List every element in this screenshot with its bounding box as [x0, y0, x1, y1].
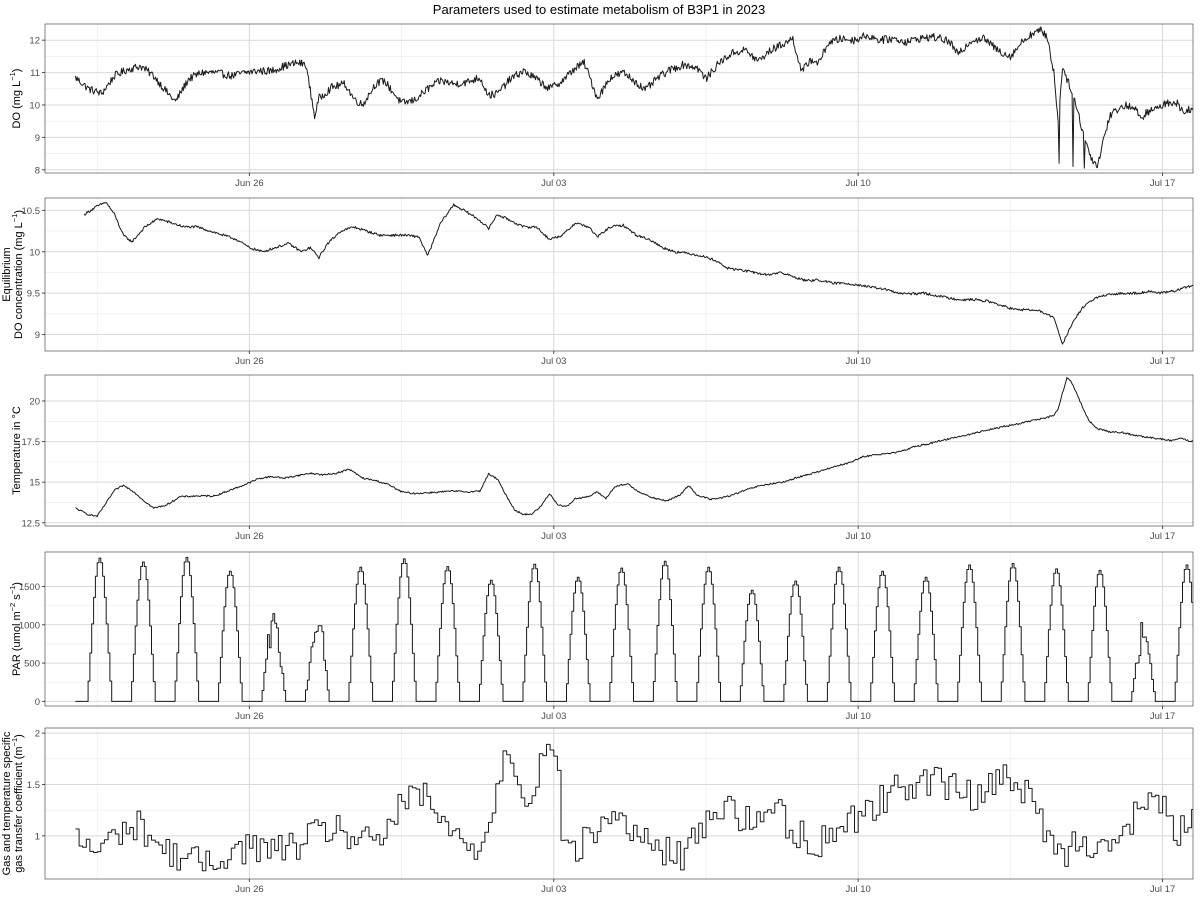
x-tick-label: Jul 10 [845, 884, 870, 895]
y-tick-label: 500 [24, 659, 40, 670]
y-axis-label: PAR (umol m−2 s−1) [8, 582, 23, 676]
x-tick-label: Jun 26 [235, 711, 264, 722]
x-tick-label: Jul 10 [845, 531, 870, 542]
panel-5: Jun 26 Jul 03 Jul 10 Jul 17 1 1.5 2 Gas and tem… [1, 727, 1194, 895]
y-axis-label: Gas and temperature specific [1, 731, 13, 875]
y-axis-label: DO (mg L−1) [8, 69, 23, 129]
y-tick-label: 11 [30, 68, 40, 79]
x-tick-label: Jul 10 [845, 711, 870, 722]
y-tick-label: 17.5 [22, 437, 41, 448]
panel-background [45, 198, 1193, 351]
x-tick-label: Jun 26 [235, 884, 264, 895]
series-line [75, 556, 1193, 702]
x-tick-label: Jul 03 [541, 178, 566, 189]
panel-border [44, 727, 1194, 880]
series-line [75, 377, 1193, 518]
panel-background [45, 728, 1193, 879]
y-tick-label: 12.5 [22, 518, 41, 529]
x-tick-label: Jul 17 [1150, 711, 1175, 722]
chart-title: Parameters used to estimate metabolism o… [433, 2, 765, 17]
panel-2: Jun 26 Jul 03 Jul 10 Jul 17 9 9.5 10 10.5 Equili… [1, 197, 1194, 367]
x-tick-label: Jul 17 [1150, 178, 1175, 189]
y-tick-label: 12 [29, 36, 40, 47]
series-line [74, 26, 1193, 169]
y-axis-label: gas transfer coefficient (m−1) [10, 734, 25, 873]
x-tick-label: Jul 17 [1150, 531, 1175, 542]
y-tick-label: 1.5 [27, 780, 40, 791]
y-tick-label: 1000 [19, 620, 40, 631]
y-axis-label: DO concentration (mg L−1) [10, 210, 25, 339]
y-tick-label: 9 [35, 133, 40, 144]
x-tick-label: Jul 17 [1150, 884, 1175, 895]
y-axis-label: Temperature in °C [11, 406, 23, 495]
panel-background [45, 375, 1193, 526]
y-tick-label: 0 [35, 697, 40, 708]
x-tick-label: Jun 26 [235, 531, 264, 542]
series-line [83, 202, 1193, 345]
x-tick-label: Jul 03 [541, 531, 566, 542]
y-tick-label: 15 [29, 478, 40, 489]
y-tick-label: 10.5 [22, 206, 41, 217]
x-tick-label: Jul 03 [541, 884, 566, 895]
panel-1: Jun 26 Jul 03 Jul 10 Jul 17 8 9 10 11 12 DO (mg L… [8, 23, 1194, 189]
y-tick-label: 10 [29, 247, 40, 258]
x-tick-label: Jul 10 [845, 178, 870, 189]
y-axis-label: Equilibrium [1, 247, 13, 301]
y-tick-label: 1 [35, 831, 40, 842]
x-tick-label: Jul 03 [541, 356, 566, 367]
panel-border [44, 551, 1194, 707]
series-line [75, 743, 1193, 872]
x-tick-label: Jun 26 [235, 356, 264, 367]
x-tick-label: Jun 26 [235, 178, 264, 189]
x-tick-label: Jul 10 [845, 356, 870, 367]
panel-4: Jun 26 Jul 03 Jul 10 Jul 17 0 500 1000 1500PAR … [8, 551, 1194, 722]
y-tick-label: 9.5 [27, 289, 40, 300]
y-tick-label: 2 [35, 729, 40, 740]
panel-border [44, 197, 1194, 352]
y-tick-label: 9 [35, 330, 40, 341]
y-tick-label: 8 [35, 165, 40, 176]
y-tick-label: 10 [29, 100, 40, 111]
x-tick-label: Jul 17 [1150, 356, 1175, 367]
y-tick-label: 1500 [19, 582, 40, 593]
panel-background [45, 24, 1193, 173]
y-tick-label: 20 [29, 396, 40, 407]
panel-border [44, 374, 1194, 527]
panel-3: Jun 26 Jul 03 Jul 10 Jul 17 12.5 15 17.5 20 Temp… [11, 374, 1194, 542]
panel-border [44, 23, 1194, 174]
x-tick-label: Jul 03 [541, 711, 566, 722]
